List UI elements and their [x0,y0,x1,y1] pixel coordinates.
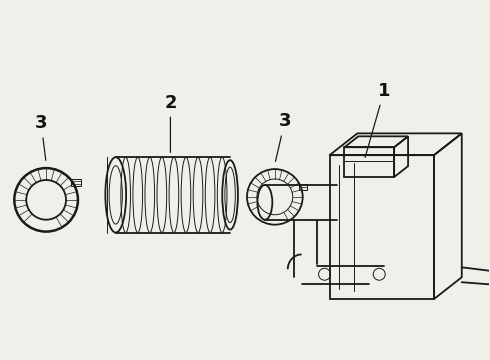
Text: 1: 1 [365,82,391,157]
Text: 3: 3 [275,112,291,161]
Text: 2: 2 [164,94,177,152]
Text: 3: 3 [35,114,48,160]
